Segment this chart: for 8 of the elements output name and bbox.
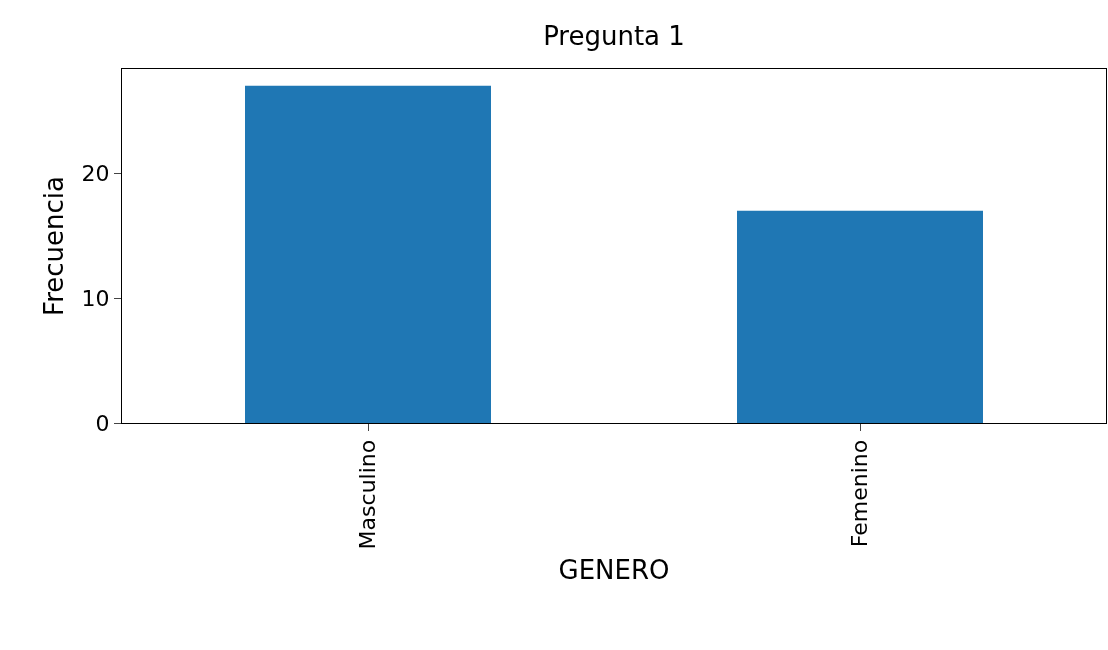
x-tick-label: Masculino: [355, 439, 381, 550]
y-tick-label: 20: [81, 160, 110, 186]
x-tick-label: Femenino: [847, 439, 873, 548]
x-axis-title: GENERO: [558, 555, 670, 586]
y-tick-label: 10: [81, 285, 110, 311]
y-axis-title: Frecuencia: [39, 176, 69, 316]
chart-title: Pregunta 1: [543, 20, 685, 51]
y-tick-label: 0: [95, 410, 110, 436]
